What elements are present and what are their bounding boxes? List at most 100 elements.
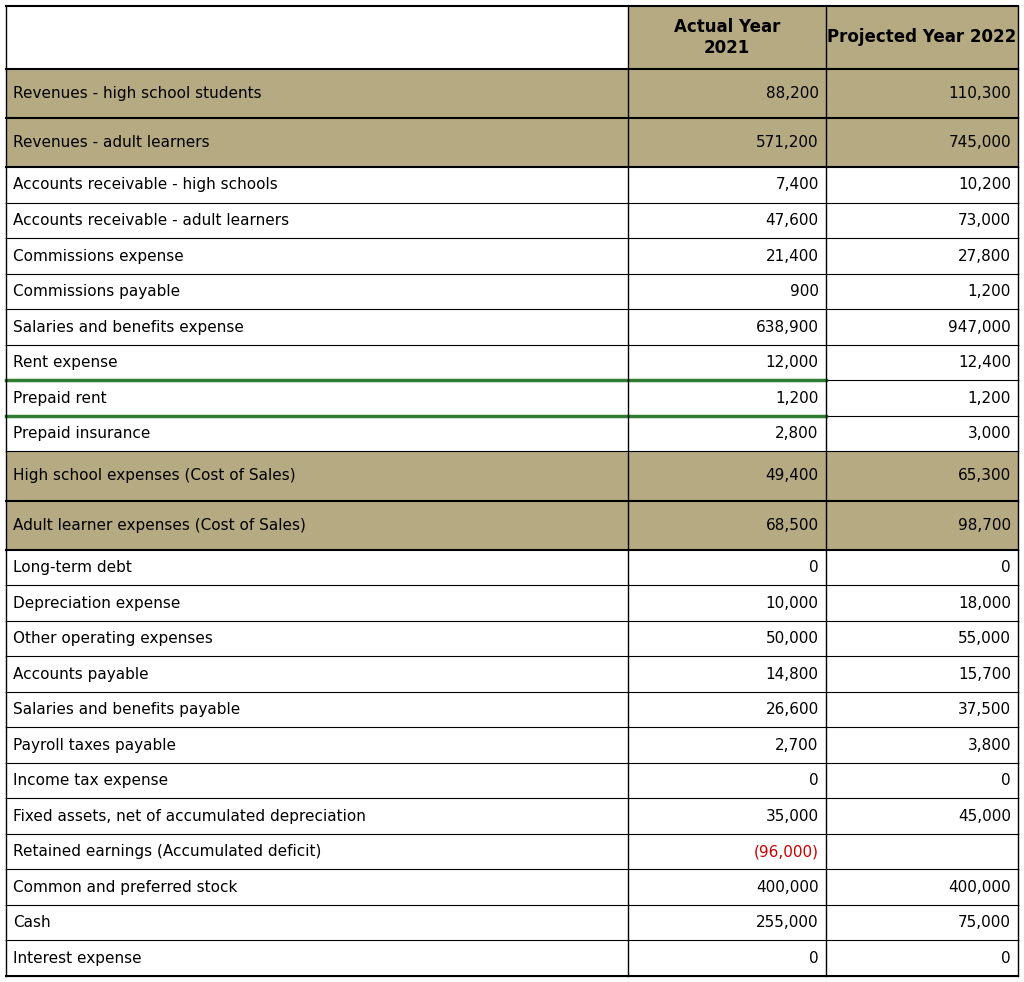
Bar bbox=[629, 621, 825, 656]
Text: 571,200: 571,200 bbox=[756, 136, 819, 150]
Text: 50,000: 50,000 bbox=[766, 631, 819, 646]
Bar bbox=[6, 501, 629, 550]
Text: 21,400: 21,400 bbox=[766, 248, 819, 263]
Text: Salaries and benefits payable: Salaries and benefits payable bbox=[13, 702, 241, 717]
Text: 15,700: 15,700 bbox=[958, 667, 1011, 682]
Text: 35,000: 35,000 bbox=[766, 808, 819, 824]
Text: High school expenses (Cost of Sales): High school expenses (Cost of Sales) bbox=[13, 468, 296, 483]
Text: 26,600: 26,600 bbox=[766, 702, 819, 717]
Text: Fixed assets, net of accumulated depreciation: Fixed assets, net of accumulated depreci… bbox=[13, 808, 366, 824]
Text: Rent expense: Rent expense bbox=[13, 355, 118, 370]
Text: Long-term debt: Long-term debt bbox=[13, 560, 132, 575]
Bar bbox=[825, 941, 1018, 976]
Text: Income tax expense: Income tax expense bbox=[13, 773, 168, 789]
Bar bbox=[629, 728, 825, 763]
Text: 745,000: 745,000 bbox=[948, 136, 1011, 150]
Text: 18,000: 18,000 bbox=[958, 595, 1011, 611]
Bar bbox=[6, 550, 629, 585]
Bar bbox=[6, 585, 629, 621]
Text: 0: 0 bbox=[809, 951, 819, 965]
Text: Revenues - high school students: Revenues - high school students bbox=[13, 86, 261, 101]
Text: 10,000: 10,000 bbox=[766, 595, 819, 611]
Bar bbox=[825, 869, 1018, 905]
Text: 110,300: 110,300 bbox=[948, 86, 1011, 101]
Text: 0: 0 bbox=[809, 773, 819, 789]
Text: Prepaid rent: Prepaid rent bbox=[13, 391, 106, 406]
Bar bbox=[6, 905, 629, 941]
Text: Prepaid insurance: Prepaid insurance bbox=[13, 426, 151, 441]
Text: Payroll taxes payable: Payroll taxes payable bbox=[13, 737, 176, 752]
Text: 3,000: 3,000 bbox=[968, 426, 1011, 441]
Bar bbox=[6, 6, 629, 69]
Bar bbox=[825, 621, 1018, 656]
Text: (96,000): (96,000) bbox=[754, 845, 819, 859]
Text: 55,000: 55,000 bbox=[958, 631, 1011, 646]
Bar bbox=[6, 239, 629, 274]
Text: 12,000: 12,000 bbox=[766, 355, 819, 370]
Text: Depreciation expense: Depreciation expense bbox=[13, 595, 180, 611]
Text: 3,800: 3,800 bbox=[968, 737, 1011, 752]
Bar bbox=[629, 763, 825, 798]
Text: 0: 0 bbox=[1001, 560, 1011, 575]
Text: 1,200: 1,200 bbox=[968, 391, 1011, 406]
Bar bbox=[825, 798, 1018, 834]
Bar bbox=[825, 763, 1018, 798]
Bar bbox=[825, 834, 1018, 869]
Text: 12,400: 12,400 bbox=[958, 355, 1011, 370]
Bar bbox=[629, 274, 825, 309]
Bar bbox=[629, 501, 825, 550]
Bar bbox=[629, 202, 825, 239]
Bar bbox=[629, 656, 825, 692]
Bar bbox=[6, 452, 629, 501]
Text: Other operating expenses: Other operating expenses bbox=[13, 631, 213, 646]
Bar bbox=[6, 692, 629, 728]
Bar bbox=[825, 69, 1018, 118]
Text: 638,900: 638,900 bbox=[756, 319, 819, 335]
Bar bbox=[825, 345, 1018, 380]
Text: 0: 0 bbox=[1001, 773, 1011, 789]
Text: 255,000: 255,000 bbox=[756, 915, 819, 930]
Text: 900: 900 bbox=[790, 284, 819, 300]
Bar bbox=[825, 274, 1018, 309]
Text: 47,600: 47,600 bbox=[766, 213, 819, 228]
Bar bbox=[825, 692, 1018, 728]
Bar bbox=[629, 69, 825, 118]
Text: 10,200: 10,200 bbox=[958, 178, 1011, 192]
Text: 45,000: 45,000 bbox=[958, 808, 1011, 824]
Text: 400,000: 400,000 bbox=[948, 880, 1011, 895]
Bar bbox=[825, 239, 1018, 274]
Bar bbox=[6, 309, 629, 345]
Bar bbox=[825, 501, 1018, 550]
Text: 73,000: 73,000 bbox=[957, 213, 1011, 228]
Text: Commissions expense: Commissions expense bbox=[13, 248, 183, 263]
Bar bbox=[629, 118, 825, 167]
Text: 947,000: 947,000 bbox=[948, 319, 1011, 335]
Text: Adult learner expenses (Cost of Sales): Adult learner expenses (Cost of Sales) bbox=[13, 518, 306, 532]
Bar bbox=[629, 692, 825, 728]
Bar bbox=[825, 309, 1018, 345]
Text: Actual Year
2021: Actual Year 2021 bbox=[674, 18, 780, 57]
Text: Accounts receivable - adult learners: Accounts receivable - adult learners bbox=[13, 213, 289, 228]
Text: 2,700: 2,700 bbox=[775, 737, 819, 752]
Bar bbox=[6, 345, 629, 380]
Bar bbox=[629, 415, 825, 452]
Bar bbox=[629, 905, 825, 941]
Bar bbox=[629, 798, 825, 834]
Text: 0: 0 bbox=[809, 560, 819, 575]
Bar bbox=[6, 274, 629, 309]
Text: 98,700: 98,700 bbox=[957, 518, 1011, 532]
Bar bbox=[825, 728, 1018, 763]
Bar bbox=[825, 656, 1018, 692]
Text: Revenues - adult learners: Revenues - adult learners bbox=[13, 136, 210, 150]
Bar bbox=[825, 585, 1018, 621]
Bar bbox=[6, 728, 629, 763]
Bar bbox=[629, 941, 825, 976]
Text: Salaries and benefits expense: Salaries and benefits expense bbox=[13, 319, 244, 335]
Bar bbox=[825, 905, 1018, 941]
Bar bbox=[6, 941, 629, 976]
Text: 7,400: 7,400 bbox=[775, 178, 819, 192]
Bar bbox=[6, 380, 629, 415]
Bar bbox=[825, 6, 1018, 69]
Bar bbox=[6, 763, 629, 798]
Bar bbox=[825, 202, 1018, 239]
